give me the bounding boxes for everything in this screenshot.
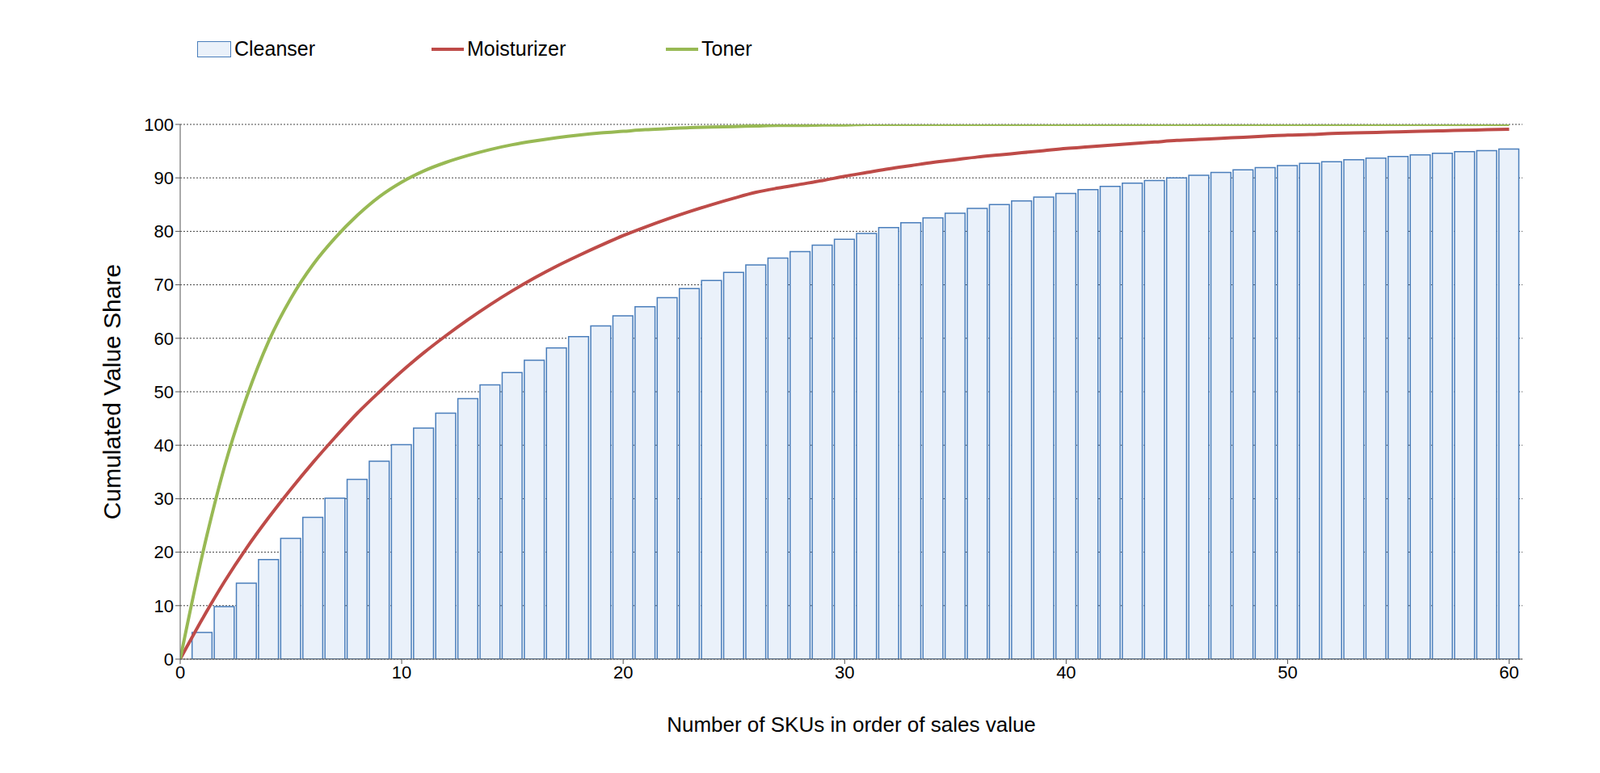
svg-text:40: 40 [1056,662,1076,683]
svg-text:100: 100 [143,114,174,135]
svg-text:20: 20 [613,662,633,683]
svg-text:30: 30 [834,662,855,683]
svg-text:30: 30 [154,488,174,510]
svg-text:Number of SKUs in order of sal: Number of SKUs in order of sales value [666,712,1036,737]
svg-text:50: 50 [154,382,174,403]
svg-text:60: 60 [154,328,174,350]
html-text:Moisturizer: Moisturizer [467,37,566,60]
svg-text:80: 80 [154,221,174,242]
html-text:Toner: Toner [701,37,752,60]
svg-text:70: 70 [154,274,174,295]
svg-text:20: 20 [154,542,174,563]
svg-text:10: 10 [391,662,412,683]
html-text:Cleanser: Cleanser [234,37,316,60]
svg-text:50: 50 [1277,662,1297,683]
svg-text:60: 60 [1498,662,1519,683]
svg-text:0: 0 [164,649,174,670]
svg-text:10: 10 [154,596,174,617]
svg-text:40: 40 [154,435,174,456]
svg-text:90: 90 [154,168,174,189]
svg-text:Cumulated Value Share: Cumulated Value Share [98,264,126,520]
svg-text:0: 0 [175,662,186,683]
